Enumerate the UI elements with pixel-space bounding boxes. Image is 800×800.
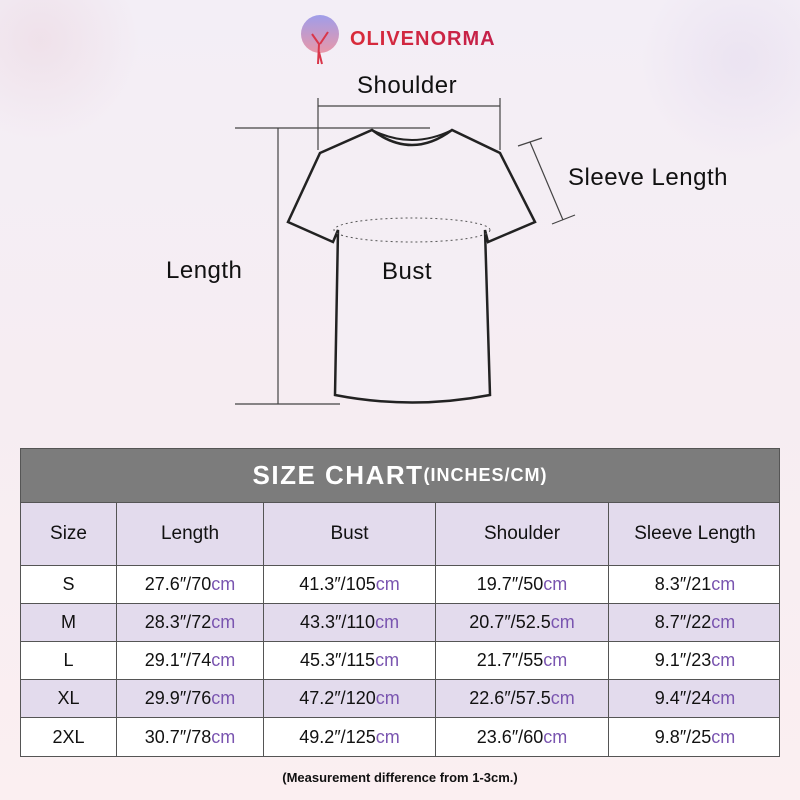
measurement-cell: 41.3 ″/105 cm bbox=[264, 566, 436, 603]
table-row: S 27.6 ″/70 cm 41.3 ″/105 cm 19.7 ″/50 cm 8.3 ″/21 c… bbox=[21, 566, 779, 604]
tshirt-outline bbox=[286, 128, 537, 404]
size-cell: 2XL bbox=[21, 718, 117, 756]
bust-label: Bust bbox=[382, 258, 433, 285]
column-header: Sleeve Length bbox=[634, 523, 756, 544]
measurement-cell: 9.8 ″/25 cm bbox=[654, 726, 736, 747]
table-row: XL 29.9 ″/76 cm 47.2 ″/120 cm 22.6 ″/57.5 cm 9.4 ″/… bbox=[21, 680, 779, 718]
column-header: Bust bbox=[264, 503, 436, 565]
size-cell: XL bbox=[21, 680, 117, 717]
size-cell: L bbox=[21, 642, 117, 679]
tshirt-diagram bbox=[235, 98, 576, 405]
measurement-cell: 21.7 ″/55 cm bbox=[436, 642, 609, 679]
measurement-cell: 47.2 ″/120 cm bbox=[264, 680, 436, 717]
measurement-note: (Measurement difference from 1-3cm.) bbox=[282, 770, 518, 785]
size-chart-title: SIZE CHART (INCHES/CM) bbox=[21, 449, 779, 503]
measurement-cell: 23.6 ″/60 cm bbox=[436, 718, 609, 756]
measurement-cell: 22.6 ″/57.5 cm bbox=[436, 680, 609, 717]
measurement-cell: 20.7 ″/52.5 cm bbox=[436, 604, 609, 641]
table-row: 2XL 30.7 ″/78 cm 49.2 ″/125 cm 23.6 ″/60 cm 9.8 ″/2… bbox=[21, 718, 779, 756]
measurement-cell: 30.7 ″/78 cm bbox=[117, 718, 264, 756]
sleeve-length-label: Sleeve Length bbox=[568, 164, 728, 191]
measurement-cell: 49.2 ″/125 cm bbox=[264, 718, 436, 756]
length-label: Length bbox=[166, 257, 243, 284]
measurement-cell: 29.1 ″/74 cm bbox=[117, 642, 264, 679]
table-header-row: Size Length Bust Shoulder Sleeve Length bbox=[21, 503, 779, 566]
tree-logo-icon bbox=[301, 15, 339, 65]
table-row: M 28.3 ″/72 cm 43.3 ″/110 cm 20.7 ″/52.5 cm 8.7 ″/2… bbox=[21, 604, 779, 642]
measurement-cell: 29.9 ″/76 cm bbox=[117, 680, 264, 717]
bust-measure-line bbox=[333, 217, 491, 243]
measurement-cell: 19.7 ″/50 cm bbox=[436, 566, 609, 603]
measurement-cell: 8.7 ″/22 cm bbox=[654, 612, 736, 632]
measurement-cell: 43.3 ″/110 cm bbox=[264, 604, 436, 641]
measurement-cell: 28.3 ″/72 cm bbox=[117, 604, 264, 641]
size-chart-table: SIZE CHART (INCHES/CM) Size Length Bust S… bbox=[20, 448, 780, 757]
measurement-cell: 9.4 ″/24 cm bbox=[654, 688, 736, 708]
size-cell: S bbox=[21, 566, 117, 603]
brand-name: OLIVENORMA bbox=[350, 27, 496, 50]
column-header: Length bbox=[117, 503, 264, 565]
measurement-cell: 27.6 ″/70 cm bbox=[117, 566, 264, 603]
column-header: Shoulder bbox=[436, 503, 609, 565]
measurement-cell: 9.1 ″/23 cm bbox=[654, 650, 736, 670]
brand-logo: OLIVENORMA bbox=[296, 12, 496, 66]
column-header: Size bbox=[21, 503, 117, 565]
measurement-cell: 45.3 ″/115 cm bbox=[264, 642, 436, 679]
measurement-cell: 8.3 ″/21 cm bbox=[654, 574, 736, 594]
shoulder-label: Shoulder bbox=[357, 72, 458, 99]
size-cell: M bbox=[21, 604, 117, 641]
measure-lines bbox=[235, 98, 576, 405]
table-row: L 29.1 ″/74 cm 45.3 ″/115 cm 21.7 ″/55 cm 9.1 ″/23 c… bbox=[21, 642, 779, 680]
